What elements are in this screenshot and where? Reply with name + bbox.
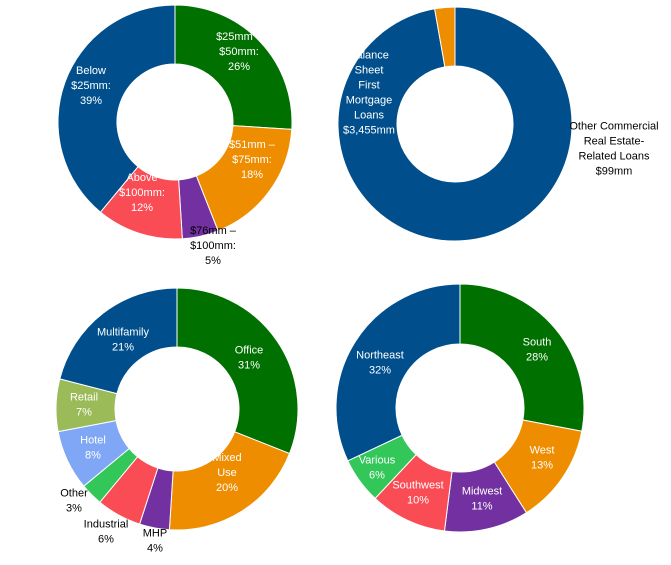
slice-label-mixed: Mixed Use 20% <box>212 452 241 494</box>
slice-label-other-commercial: Other Commercial Real Estate-Related Loan… <box>569 121 658 178</box>
slice-label-below: Below $25mm: 39% <box>71 65 111 107</box>
slice-label-west: West 13% <box>530 445 555 472</box>
slice-label-above: Above $100mm: 12% <box>119 172 165 214</box>
donut-chart-1: $25mm – $50mm: 26% $51mm – $75mm: 18% $76mm – $… <box>57 4 293 267</box>
slice-balance <box>337 6 573 242</box>
slice-multifamily <box>59 287 178 395</box>
slice-label-office: Office 31% <box>235 345 264 372</box>
slice-label-various: Various 6% <box>359 455 396 482</box>
slice-label-northeast: Northeast 32% <box>356 350 404 377</box>
slice-mixed <box>168 431 291 531</box>
donut-chart-2: Balance Sheet First Mortgage Loans $3,455mm Ot… <box>337 6 659 242</box>
slice-label-south: South 28% <box>523 337 552 364</box>
slice-label-76mm: $76mm – $100mm: 5% <box>190 225 237 267</box>
slice-label-25mm: $25mm – $50mm: 26% <box>216 31 263 73</box>
slice-label-retail: Retail 7% <box>70 392 98 419</box>
slice-south <box>459 283 585 432</box>
slice-northeast <box>335 283 461 462</box>
slice-label-midwest: Midwest 11% <box>462 486 502 513</box>
slice-label-industrial: Industrial 6% <box>84 519 129 546</box>
slice-label-southwest: Southwest 10% <box>392 480 443 507</box>
slice-other-commercial <box>434 6 456 68</box>
slice-label-mhp: MHP 4% <box>143 528 167 555</box>
slice-label-multifamily: Multifamily 21% <box>97 327 149 354</box>
slice-office <box>176 287 299 455</box>
slice-label-hotel: Hotel 8% <box>80 435 106 462</box>
donut-chart-3: Office 31% Mixed Use 20% MHP 4% Industrial 6% Oth… <box>55 287 299 555</box>
donut-chart-4: South 28% West 13% Midwest 11% Southwest 10%Var… <box>335 283 585 533</box>
slice-25mm <box>174 4 293 130</box>
slice-label-balance: Balance Sheet First Mortgage Loans $3,455mm <box>343 50 395 137</box>
slice-label-51mm: $51mm – $75mm: 18% <box>229 139 276 181</box>
slice-label-other: Other 3% <box>60 488 88 515</box>
slice-below <box>57 4 176 213</box>
